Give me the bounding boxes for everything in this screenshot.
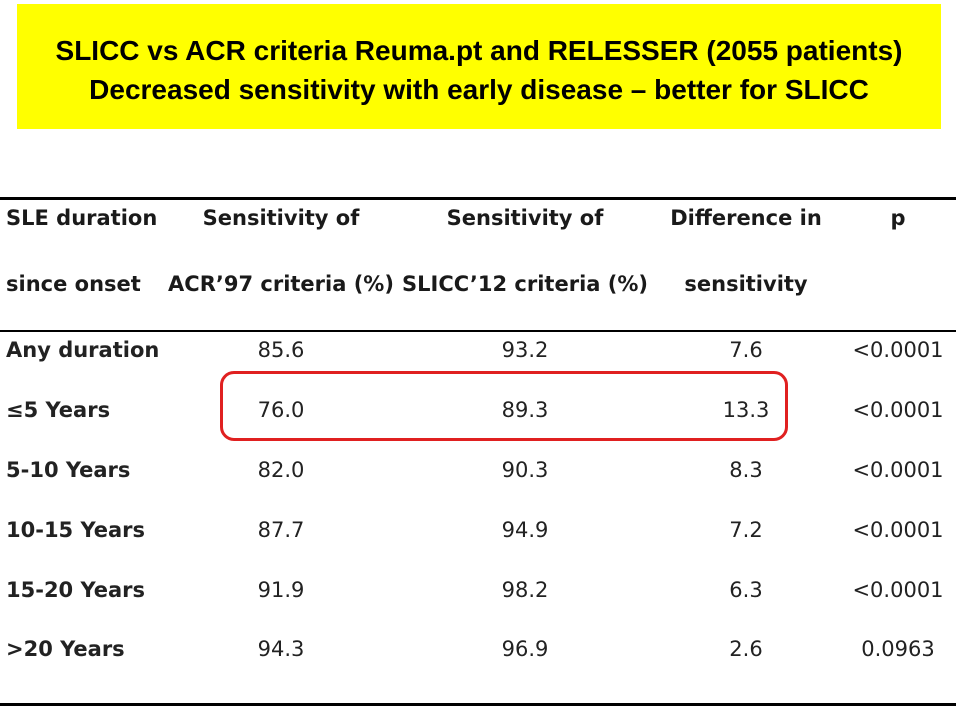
row-p: <0.0001: [852, 398, 944, 422]
row-diff: 6.3: [729, 578, 763, 602]
row-diff: 7.2: [729, 518, 763, 542]
row-duration: Any duration: [6, 338, 160, 362]
header-duration-line1: SLE duration: [6, 206, 158, 230]
row-acr: 85.6: [257, 338, 305, 362]
row-p: <0.0001: [852, 578, 944, 602]
sensitivity-table: SLE duration since onset Sensitivity of …: [0, 197, 956, 710]
header-slicc-line2: SLICC’12 criteria (%): [402, 272, 648, 296]
row-diff: 7.6: [729, 338, 763, 362]
row-diff: 8.3: [729, 458, 763, 482]
row-acr: 76.0: [257, 398, 305, 422]
row-slicc: 90.3: [501, 458, 549, 482]
row-slicc: 96.9: [501, 637, 549, 661]
row-diff: 2.6: [729, 637, 763, 661]
row-acr: 87.7: [257, 518, 305, 542]
header-acr-line1: Sensitivity of: [202, 206, 360, 230]
row-slicc: 93.2: [501, 338, 549, 362]
row-p: <0.0001: [852, 458, 944, 482]
row-slicc: 89.3: [501, 398, 549, 422]
early-disease-highlight-box: [220, 371, 788, 441]
row-slicc: 98.2: [501, 578, 549, 602]
header-diff-line1: Difference in: [670, 206, 822, 230]
row-duration: 15-20 Years: [6, 578, 146, 602]
table-top-rule: [0, 197, 956, 200]
row-p: <0.0001: [852, 518, 944, 542]
row-p: 0.0963: [861, 637, 935, 661]
row-acr: 94.3: [257, 637, 305, 661]
slide-subtitle: Decreased sensitivity with early disease…: [89, 74, 869, 105]
row-acr: 82.0: [257, 458, 305, 482]
table-bottom-rule: [0, 703, 956, 706]
title-banner: SLICC vs ACR criteria Reuma.pt and RELES…: [17, 4, 941, 129]
header-diff-line2: sensitivity: [684, 272, 808, 296]
row-duration: ≤5 Years: [6, 398, 111, 422]
row-p: <0.0001: [852, 338, 944, 362]
row-diff: 13.3: [722, 398, 770, 422]
row-slicc: 94.9: [501, 518, 549, 542]
row-duration: 5-10 Years: [6, 458, 131, 482]
header-duration-line2: since onset: [6, 272, 141, 296]
row-duration: >20 Years: [6, 637, 125, 661]
table-header-rule: [0, 330, 956, 332]
slide-title: SLICC vs ACR criteria Reuma.pt and RELES…: [55, 35, 903, 66]
header-acr-line2: ACR’97 criteria (%): [168, 272, 394, 296]
row-acr: 91.9: [257, 578, 305, 602]
header-slicc-line1: Sensitivity of: [446, 206, 604, 230]
header-p: p: [890, 206, 906, 230]
row-duration: 10-15 Years: [6, 518, 146, 542]
